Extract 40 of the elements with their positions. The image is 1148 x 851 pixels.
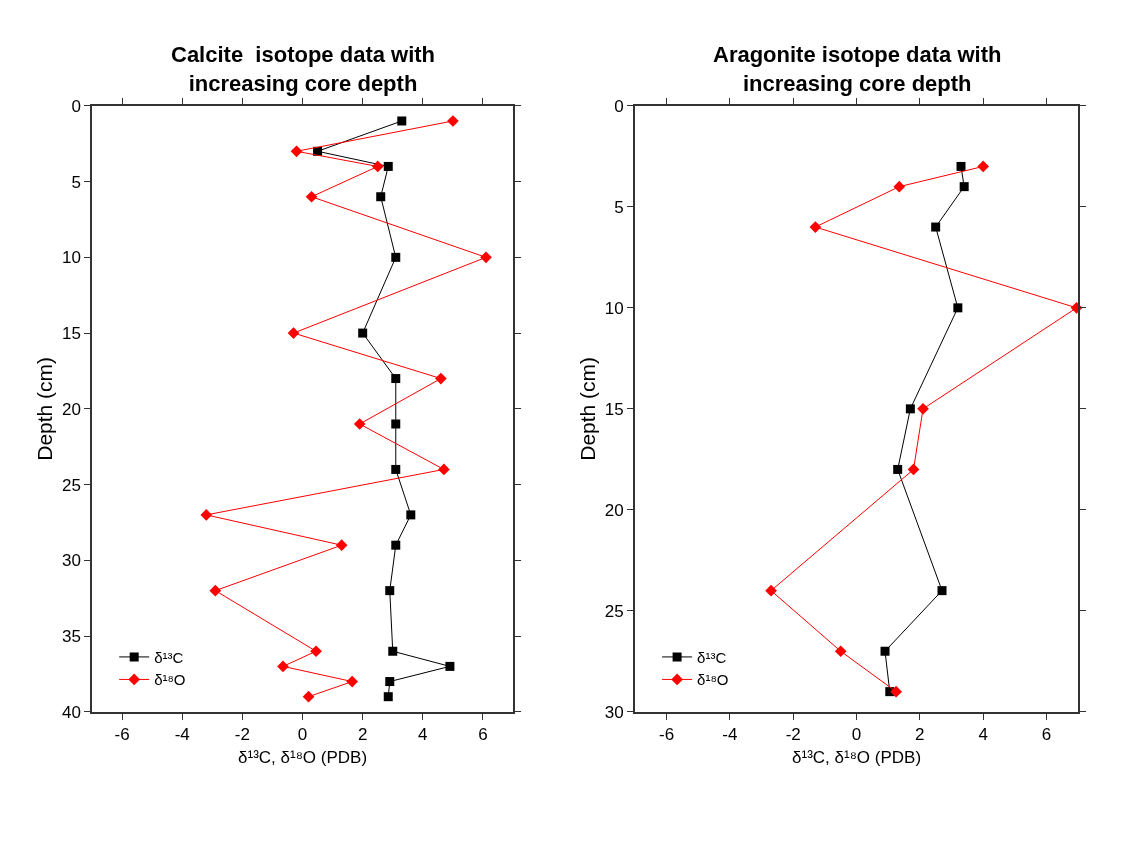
x-tick-label: 4 [418, 724, 428, 744]
y-tick-label: 5 [71, 172, 81, 192]
y-tick-label: 5 [614, 197, 624, 217]
chart-title: Aragonite isotope data with increasing core depth [713, 42, 1002, 96]
y-tick-label: 10 [61, 248, 81, 268]
y-tick-label: 20 [61, 399, 81, 419]
x-tick-label: 6 [478, 724, 488, 744]
x-tick-label: -2 [234, 724, 250, 744]
x-tick-label: -6 [114, 724, 130, 744]
x-tick-label: 2 [915, 724, 925, 744]
legend-label: δ¹³C [154, 648, 184, 666]
y-tick-label: 0 [71, 96, 81, 116]
x-tick-label: 2 [357, 724, 368, 744]
y-tick-label: 10 [604, 298, 624, 318]
y-tick-label: 30 [61, 551, 81, 571]
y-tick-label: 25 [604, 601, 624, 621]
x-tick-label: 0 [297, 724, 308, 744]
y-tick-label: 15 [604, 399, 624, 419]
y-tick-label: 25 [61, 475, 81, 495]
legend-label: δ¹⁸O [697, 671, 729, 689]
x-tick-label: 6 [1041, 724, 1052, 744]
x-tick-label: -6 [659, 724, 675, 744]
x-tick-label: 0 [851, 724, 862, 744]
y-axis-title: Depth (cm) [32, 356, 56, 461]
x-tick-label: -4 [174, 724, 190, 744]
chart-title: Calcite isotope data with increasing core depth [171, 42, 436, 96]
x-axis-title: δ¹³C, δ¹⁸O (PDB) [238, 747, 368, 767]
x-tick-label: -2 [785, 724, 801, 744]
x-tick-label: 4 [978, 724, 988, 744]
y-tick-label: 35 [61, 627, 81, 647]
y-tick-label: 15 [61, 324, 81, 344]
x-axis-title: δ¹³C, δ¹⁸O (PDB) [792, 747, 922, 767]
y-tick-label: 30 [604, 702, 624, 722]
y-tick-label: 0 [614, 96, 624, 116]
legend-label: δ¹⁸O [154, 671, 186, 689]
x-tick-label: -4 [722, 724, 738, 744]
y-tick-label: 20 [604, 500, 624, 520]
legend-label: δ¹³C [697, 648, 727, 666]
y-tick-label: 40 [61, 702, 81, 722]
y-axis-title: Depth (cm) [575, 356, 599, 461]
